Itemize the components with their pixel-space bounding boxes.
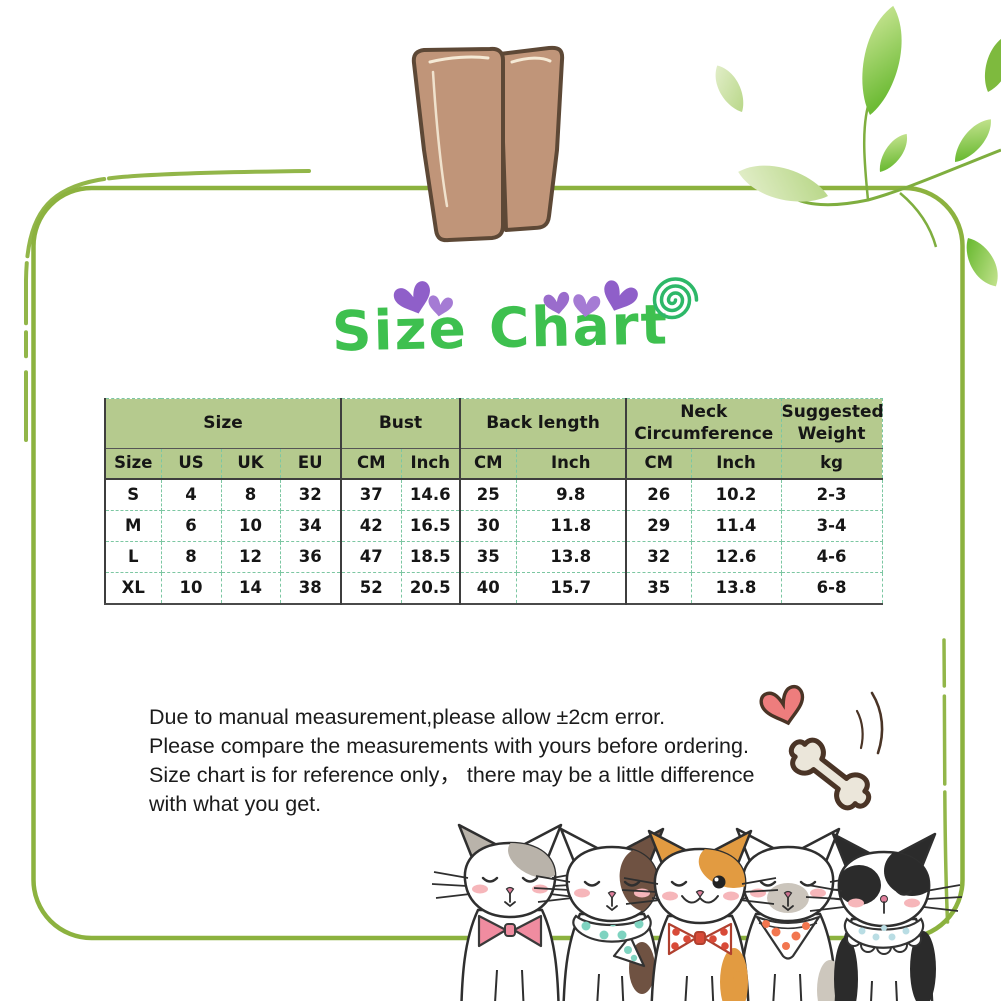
table-cell: 8 (220, 478, 281, 511)
table-cell: 2-3 (780, 478, 883, 511)
column-header: US (160, 448, 222, 480)
table-row: L 8 12 36 47 18.5 35 13.8 32 12.6 4-6 (104, 541, 883, 573)
table-cell: 4-6 (780, 541, 883, 573)
column-header: CM (340, 448, 402, 480)
column-header: EU (279, 448, 342, 480)
table-cell: 6-8 (780, 572, 883, 605)
group-header: Neck Circumference (625, 398, 782, 449)
group-header: Size (104, 398, 342, 449)
table-cell: 36 (279, 541, 342, 573)
table-cell: 6 (160, 510, 222, 542)
column-header: Size (104, 448, 162, 480)
table-header: Size Bust Back length Neck Circumference Sug… (104, 398, 884, 480)
table-cell: 37 (340, 478, 402, 511)
table-cell: 30 (459, 510, 517, 542)
column-header: Inch (690, 448, 782, 480)
table-cell: 34 (279, 510, 342, 542)
cat-gray-white-pink-bow (431, 823, 589, 1001)
column-header: Inch (515, 448, 627, 480)
group-header: Bust (340, 398, 461, 449)
teal-polka-scarf (572, 914, 652, 968)
table-cell: 10.2 (690, 478, 782, 511)
table-cell: 15.7 (515, 572, 627, 605)
table-cell: 38 (279, 572, 342, 605)
group-header: Suggested Weight (780, 398, 884, 449)
table-cell: 12.6 (690, 541, 782, 573)
table-cell: 12 (220, 541, 281, 573)
group-header: Back length (459, 398, 627, 449)
table-cell: M (104, 510, 162, 542)
table-cell: 40 (459, 572, 517, 605)
column-header: CM (625, 448, 692, 480)
cat-white-brown-teal-scarf (533, 827, 691, 1001)
page-title: Size Chart (331, 292, 670, 364)
orange-polka-bandana (755, 915, 821, 960)
table-cell: 10 (220, 510, 281, 542)
bone-icon (788, 737, 872, 811)
table-row: XL 10 14 38 52 20.5 40 15.7 35 13.8 6-8 (104, 572, 883, 605)
table-cell: 18.5 (400, 541, 461, 573)
table-cell: 35 (625, 572, 692, 605)
pink-bow-tie (477, 914, 543, 948)
table-cell: 11.4 (690, 510, 782, 542)
table-cell: 32 (625, 541, 692, 573)
table-cell: 10 (160, 572, 222, 605)
red-polka-bow-tie (667, 922, 733, 956)
table-cell: 3-4 (780, 510, 883, 542)
table-cell: L (104, 541, 162, 573)
column-header: UK (220, 448, 281, 480)
table-cell: 52 (340, 572, 402, 605)
table-cell: 47 (340, 541, 402, 573)
column-header: kg (780, 448, 883, 480)
table-cell: 13.8 (690, 572, 782, 605)
table-cell: 42 (340, 510, 402, 542)
size-table: Size Bust Back length Neck Circumference Sug… (104, 398, 884, 605)
column-header: Inch (400, 448, 461, 480)
table-cell: 16.5 (400, 510, 461, 542)
table-cell: S (104, 478, 162, 511)
table-cell: 26 (625, 478, 692, 511)
table-cell: XL (104, 572, 162, 605)
table-cell: 4 (160, 478, 222, 511)
table-row: M 6 10 34 42 16.5 30 11.8 29 11.4 3-4 (104, 510, 883, 542)
table-cell: 13.8 (515, 541, 627, 573)
table-cell: 11.8 (515, 510, 627, 542)
table-cell: 20.5 (400, 572, 461, 605)
size-table-container: Size Bust Back length Neck Circumference Sug… (104, 398, 884, 605)
cat-white-orange-bandana (709, 827, 867, 1001)
table-cell: 14.6 (400, 478, 461, 511)
table-cell: 35 (459, 541, 517, 573)
table-cell: 9.8 (515, 478, 627, 511)
blue-ruffled-collar (843, 917, 925, 955)
table-cell: 29 (625, 510, 692, 542)
column-header: CM (459, 448, 517, 480)
table-cell: 8 (160, 541, 222, 573)
table-cell: 25 (459, 478, 517, 511)
table-cell: 14 (220, 572, 281, 605)
disclaimer-text: Due to manual measurement,please allow ±… (149, 705, 755, 816)
cat-black-white-blue-collar (805, 832, 963, 1001)
cat-orange-white-red-bow (621, 829, 779, 1001)
table-body: S 4 8 32 37 14.6 25 9.8 26 10.2 2-3 M 6 10 34 42 16.5 30 1… (104, 478, 883, 605)
table-cell: 32 (279, 478, 342, 511)
table-row: S 4 8 32 37 14.6 25 9.8 26 10.2 2-3 (104, 478, 883, 511)
